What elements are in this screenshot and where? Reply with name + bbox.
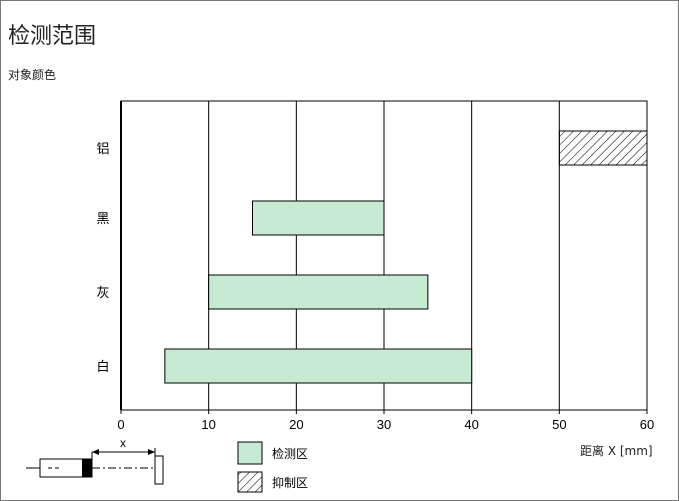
- chart-title: 检测范围: [8, 24, 97, 49]
- y-category-label: 铝: [96, 142, 109, 157]
- x-tick-label: 30: [377, 417, 391, 432]
- y-category-label: 黑: [96, 212, 109, 227]
- x-tick-label: 20: [289, 417, 303, 432]
- legend-swatch-detect: [237, 441, 263, 465]
- bar-detect: [208, 274, 429, 310]
- dim-arrow-left: [92, 449, 99, 455]
- x-axis-label: 距离 X [mm]: [580, 444, 653, 458]
- bar-detect: [252, 200, 385, 236]
- x-tick-label: 0: [117, 417, 124, 432]
- x-tick-label: 10: [201, 417, 215, 432]
- legend-label-suppress: 抑制区: [272, 475, 308, 490]
- chart-subtitle: 对象颜色: [8, 68, 57, 82]
- dimension-label: x: [120, 436, 126, 450]
- y-category-label: 灰: [96, 286, 109, 301]
- sensor-head: [82, 459, 92, 477]
- target-object: [154, 455, 164, 485]
- bar-suppress: [558, 130, 648, 166]
- x-tick-label: 60: [640, 417, 654, 432]
- legend-label-detect: 检测区: [272, 446, 308, 461]
- legend-swatch-suppress: [237, 471, 263, 493]
- x-tick-label: 40: [464, 417, 478, 432]
- sensor-diagram: x: [26, 436, 164, 485]
- dim-arrow-right: [148, 449, 155, 455]
- bar-detect: [164, 348, 473, 384]
- y-category-label: 白: [96, 359, 109, 375]
- x-tick-label: 50: [552, 417, 566, 432]
